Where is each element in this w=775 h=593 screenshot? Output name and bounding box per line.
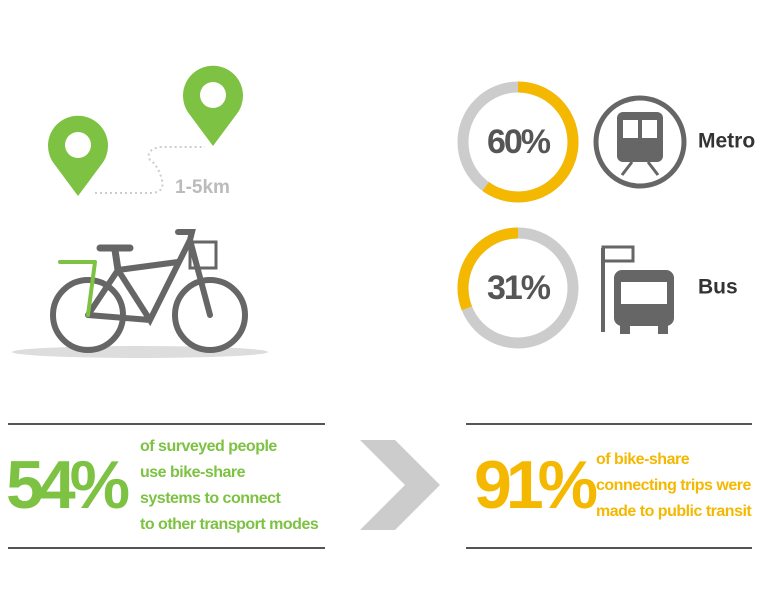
- pin-start: [48, 115, 109, 196]
- donut-arc: [457, 227, 519, 311]
- stat-text: connecting trips were: [596, 477, 751, 494]
- bus-icon: [601, 245, 674, 334]
- stat-value: 91%: [474, 447, 597, 523]
- stat-value: 54%: [6, 447, 129, 523]
- donut-label: 60%: [487, 123, 551, 161]
- stat-text: to other transport modes: [140, 516, 319, 533]
- stat-text: use bike-share: [140, 464, 246, 481]
- stat-text: of surveyed people: [140, 438, 277, 455]
- stat-text: systems to connect: [140, 490, 282, 507]
- donut-label: 31%: [487, 269, 551, 307]
- distance-label: 1-5km: [175, 177, 230, 198]
- route-path: [95, 146, 205, 194]
- bike: [12, 229, 268, 358]
- stat-text: made to public transit: [596, 503, 752, 520]
- stat-text: of bike-share: [596, 451, 690, 468]
- mode-label: Bus: [698, 276, 738, 299]
- donut-arc: [482, 81, 579, 203]
- chevron: [360, 440, 440, 530]
- pin-end: [183, 65, 244, 146]
- metro-icon: [593, 95, 687, 189]
- mode-label: Metro: [698, 130, 755, 153]
- rules: [8, 423, 752, 549]
